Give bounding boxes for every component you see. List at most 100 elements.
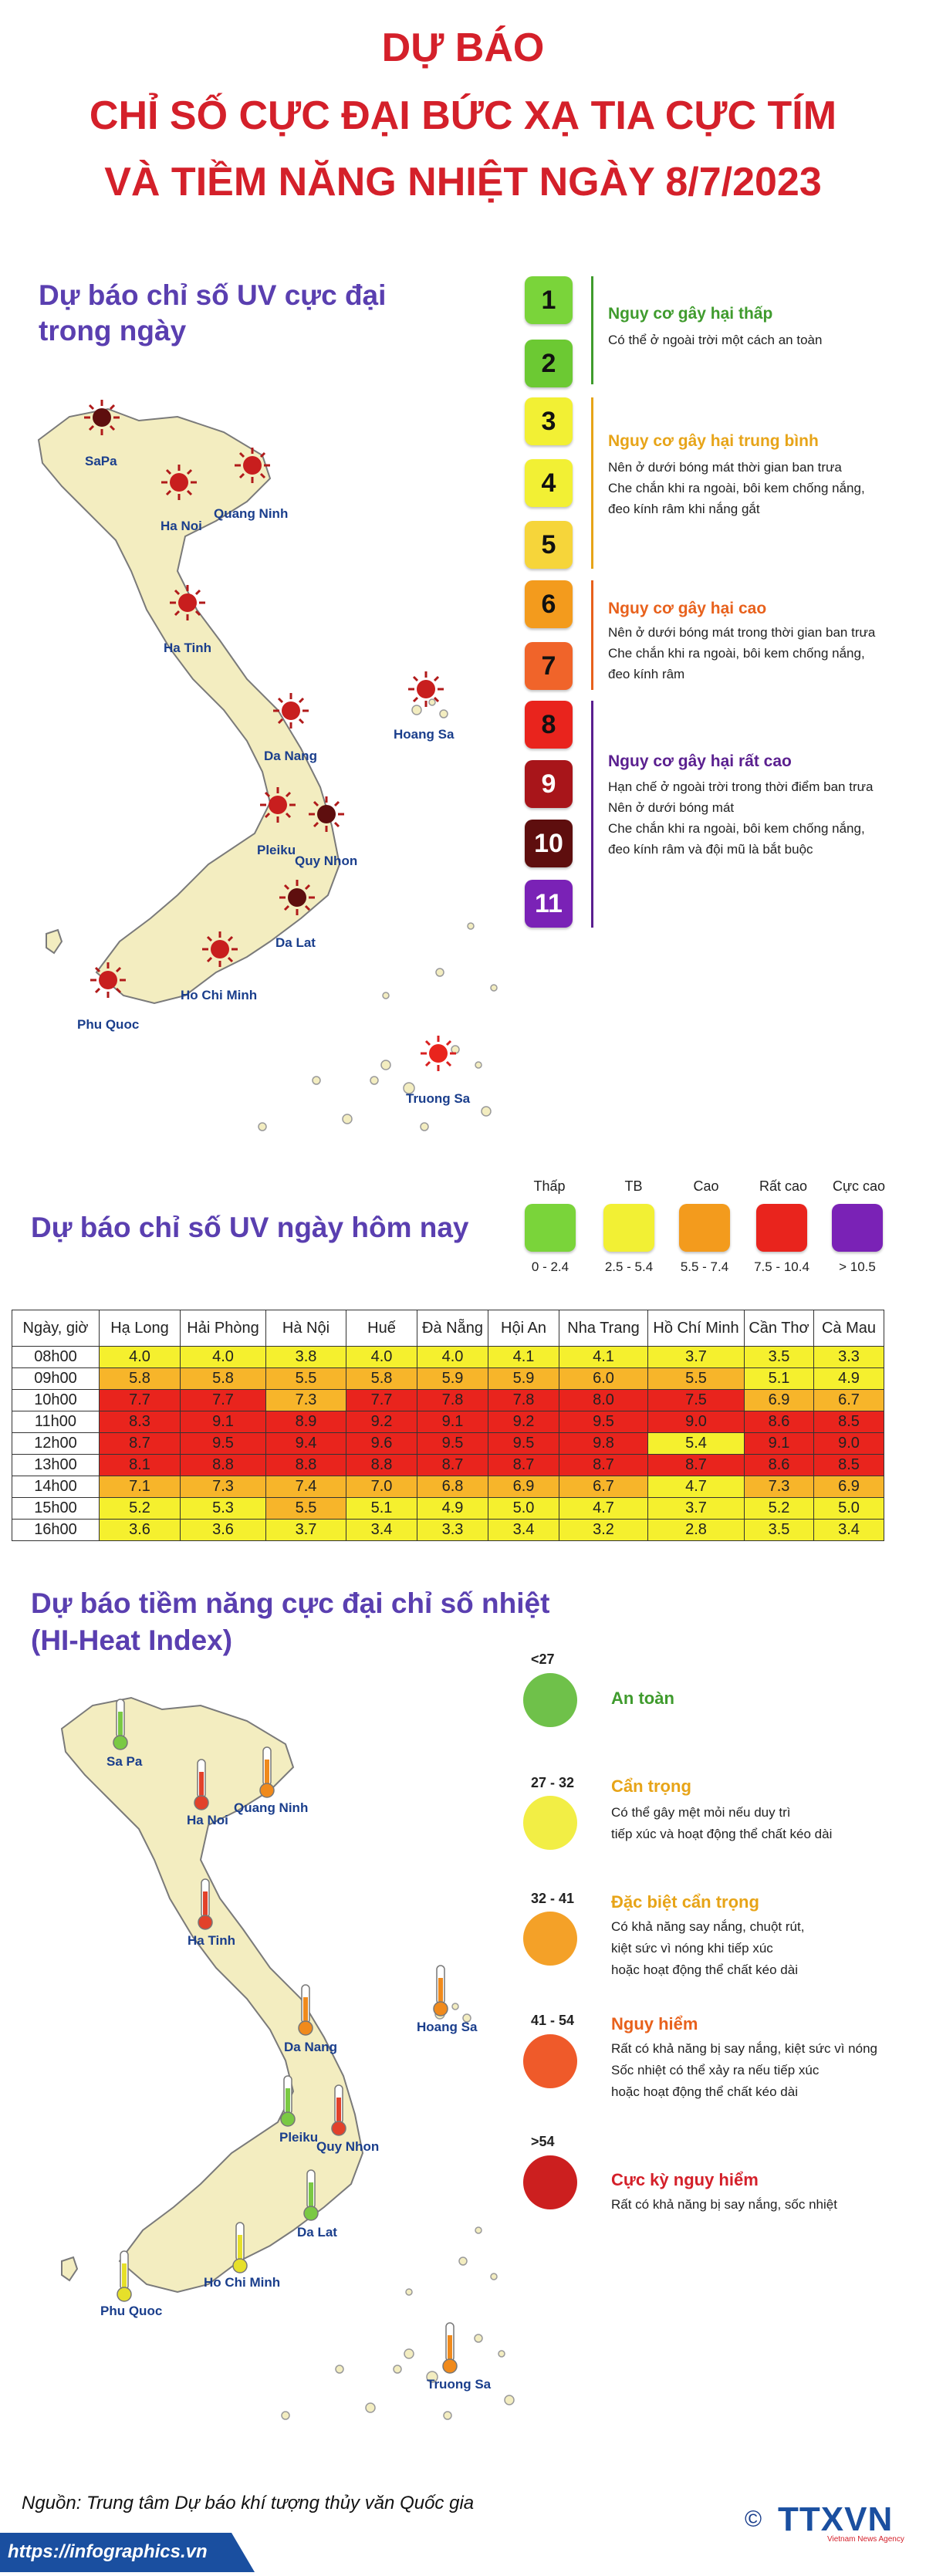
heat-vietnam-map [46, 1675, 525, 2446]
table-value-cell: 7.8 [417, 1389, 488, 1411]
table-value-cell: 7.0 [346, 1476, 417, 1498]
table-value-cell: 9.2 [488, 1411, 559, 1433]
table-row: 13h00 8.1 8.8 8.8 8.8 8.7 8.7 8.7 8.7 8.6 8.5 [12, 1454, 884, 1476]
main-title-line2: CHỈ SỐ CỰC ĐẠI BỨC XẠ TIA CỰC TÍM [89, 93, 837, 138]
thermometer-icon [231, 2221, 248, 2275]
copyright-icon: © [745, 2507, 762, 2532]
table-value-cell: 8.7 [559, 1454, 648, 1476]
table-value-cell: 7.7 [99, 1389, 181, 1411]
table-value-cell: 8.8 [346, 1454, 417, 1476]
table-time-cell: 14h00 [12, 1476, 100, 1498]
table-value-cell: 2.8 [647, 1519, 745, 1541]
uv-level-9: 9 [525, 760, 573, 808]
legend-label-high: Cao [693, 1178, 719, 1194]
uv-level-4: 4 [525, 459, 573, 507]
uv-city-hoangsa: Hoang Sa [394, 727, 455, 742]
heat-city-quangninh: Quang Ninh [234, 1800, 309, 1815]
uv-level-2: 2 [525, 340, 573, 387]
heat-title-1: Dự báo tiềm năng cực đại chỉ số nhiệt [31, 1587, 550, 1619]
table-value-cell: 8.7 [417, 1454, 488, 1476]
legend-range-high: 5.5 - 7.4 [680, 1259, 729, 1274]
table-value-cell: 9.0 [813, 1432, 884, 1455]
table-row: 11h00 8.3 9.1 8.9 9.2 9.1 9.2 9.5 9.0 8.6 8.5 [12, 1411, 884, 1433]
uv-city-truongsa: Truong Sa [406, 1091, 471, 1106]
table-value-cell: 5.5 [265, 1367, 346, 1390]
uv-group-low-desc: Có thể ở ngoài trời một cách an toàn [608, 333, 823, 347]
table-value-cell: 8.9 [265, 1411, 346, 1433]
heat-city-sapa: Sa Pa [106, 1754, 143, 1769]
thermometer-icon [330, 2084, 347, 2138]
legend-label-low: Thấp [533, 1178, 566, 1194]
table-time-cell: 08h00 [12, 1346, 100, 1368]
uv-city-hatinh: Ha Tinh [164, 641, 212, 655]
table-value-cell: 5.1 [346, 1497, 417, 1520]
table-value-cell: 6.0 [559, 1367, 648, 1390]
table-value-cell: 9.2 [346, 1411, 417, 1433]
table-value-cell: 3.4 [813, 1519, 884, 1541]
uv-level-1: 1 [525, 276, 573, 324]
legend-swatch-extreme [832, 1204, 883, 1252]
legend-label-veryhigh: Rất cao [759, 1178, 808, 1194]
table-value-cell: 6.8 [417, 1476, 488, 1498]
table-time-cell: 15h00 [12, 1497, 100, 1520]
table-value-cell: 3.2 [559, 1519, 648, 1541]
heat-title-2: (HI-Heat Index) [31, 1624, 233, 1656]
table-value-cell: 3.7 [647, 1346, 745, 1368]
table-value-cell: 9.5 [559, 1411, 648, 1433]
legend-swatch-low [525, 1204, 576, 1252]
table-value-cell: 7.3 [265, 1389, 346, 1411]
thermometer-icon [197, 1878, 214, 1932]
table-value-cell: 4.9 [813, 1367, 884, 1390]
heat-city-hanoi: Ha Noi [187, 1813, 228, 1827]
heat-city-hcm: Ho Chi Minh [204, 2275, 281, 2290]
table-value-cell: 7.3 [744, 1476, 814, 1498]
sun-icon [233, 446, 272, 485]
uv-city-hcm: Ho Chi Minh [181, 988, 258, 1002]
table-value-cell: 4.9 [417, 1497, 488, 1520]
heat-city-hoangsa: Hoang Sa [417, 2020, 478, 2034]
uv-city-hanoi: Ha Noi [161, 519, 202, 533]
sun-icon [278, 878, 316, 917]
table-value-cell: 3.7 [265, 1519, 346, 1541]
sun-icon [259, 786, 297, 824]
table-value-cell: 9.5 [488, 1432, 559, 1455]
heat-desc-extreme-caution: Có khả năng say nắng, chuột rút, kiệt sứ… [611, 1919, 805, 1977]
table-value-cell: 5.9 [417, 1367, 488, 1390]
uv-table: Ngày, giờ Hạ Long Hải Phòng Hà Nội Huế Đà Nẵn… [12, 1310, 884, 1541]
sun-icon [307, 795, 346, 833]
legend-range-veryhigh: 7.5 - 10.4 [754, 1259, 809, 1274]
thermometer-icon [302, 2169, 319, 2223]
table-value-cell: 4.0 [180, 1346, 266, 1368]
heat-city-hatinh: Ha Tinh [188, 1933, 236, 1948]
footer-url-link[interactable]: https://infographics.vn [8, 2541, 208, 2562]
table-value-cell: 3.4 [488, 1519, 559, 1541]
table-value-cell: 7.8 [488, 1389, 559, 1411]
uv-city-quangninh: Quang Ninh [214, 506, 289, 521]
uv-group-medium-title: Nguy cơ gây hại trung bình [608, 432, 819, 450]
table-value-cell: 3.3 [813, 1346, 884, 1368]
uv-table-header-cell: Hạ Long [99, 1310, 181, 1347]
heat-title-caution: Cẩn trọng [611, 1776, 691, 1796]
table-value-cell: 5.8 [180, 1367, 266, 1390]
thermometer-icon [432, 1964, 449, 2018]
heat-title-safe: An toàn [611, 1689, 674, 1708]
heat-range-5: >54 [531, 2134, 555, 2149]
thermometer-icon [441, 2321, 458, 2375]
group-divider [591, 701, 593, 928]
heat-range-2: 27 - 32 [531, 1775, 575, 1790]
table-value-cell: 9.5 [180, 1432, 266, 1455]
table-value-cell: 5.8 [99, 1367, 181, 1390]
sun-icon [419, 1034, 458, 1073]
heat-desc-danger: Rất có khả năng bị say nắng, kiệt sức vì… [611, 2041, 877, 2099]
table-value-cell: 5.8 [346, 1367, 417, 1390]
uv-table-header-cell: Hồ Chí Minh [647, 1310, 745, 1347]
table-value-cell: 5.4 [647, 1432, 745, 1455]
uv-city-phuquoc: Phu Quoc [77, 1017, 140, 1032]
table-value-cell: 7.7 [346, 1389, 417, 1411]
table-value-cell: 9.5 [417, 1432, 488, 1455]
table-row: 10h00 7.7 7.7 7.3 7.7 7.8 7.8 8.0 7.5 6.9 6.7 [12, 1389, 884, 1411]
uv-city-pleiku: Pleiku [257, 843, 296, 857]
heat-circle-extreme-caution [523, 1912, 577, 1966]
table-value-cell: 4.7 [647, 1476, 745, 1498]
legend-label-medium: TB [624, 1178, 643, 1194]
